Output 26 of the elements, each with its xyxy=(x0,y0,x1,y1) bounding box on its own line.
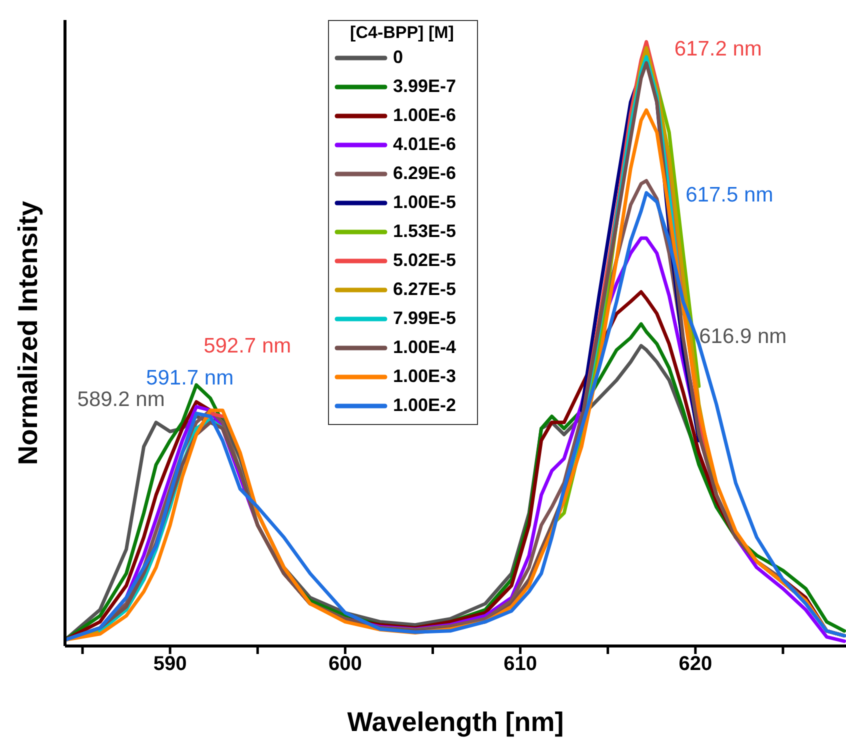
legend-label: 1.00E-6 xyxy=(393,105,456,126)
legend-label: 1.00E-3 xyxy=(393,366,456,387)
annotation: 589.2 nm xyxy=(77,388,165,411)
annotation: 591.7 nm xyxy=(146,366,234,390)
y-axis-title: Normalized Intensity xyxy=(13,200,44,466)
annotation: 616.9 nm xyxy=(699,325,787,348)
legend-label: 3.99E-7 xyxy=(393,76,456,97)
legend-label: 1.00E-2 xyxy=(393,395,456,416)
x-tick-label: 590 xyxy=(153,653,187,676)
legend-label: 4.01E-6 xyxy=(393,134,456,155)
legend-label: 1.53E-5 xyxy=(393,221,456,242)
x-tick-label: 620 xyxy=(678,653,712,676)
annotation: 617.5 nm xyxy=(686,183,774,206)
annotation: 592.7 nm xyxy=(204,334,292,358)
legend-title: [C4-BPP] [M] xyxy=(349,23,455,43)
legend-label: 7.99E-5 xyxy=(393,308,456,329)
x-axis-title: Wavelength [nm] xyxy=(347,707,564,738)
x-tick-label: 610 xyxy=(504,653,537,676)
legend-label: 6.29E-6 xyxy=(393,163,456,184)
legend-label: 1.00E-5 xyxy=(393,192,456,213)
legend-label: 1.00E-4 xyxy=(393,337,456,358)
legend-label: 0 xyxy=(393,47,404,68)
annotation: 617.2 nm xyxy=(674,37,762,60)
x-tick-label: 600 xyxy=(328,653,362,676)
legend-label: 6.27E-5 xyxy=(393,279,456,300)
legend-label: 5.02E-5 xyxy=(393,250,456,271)
